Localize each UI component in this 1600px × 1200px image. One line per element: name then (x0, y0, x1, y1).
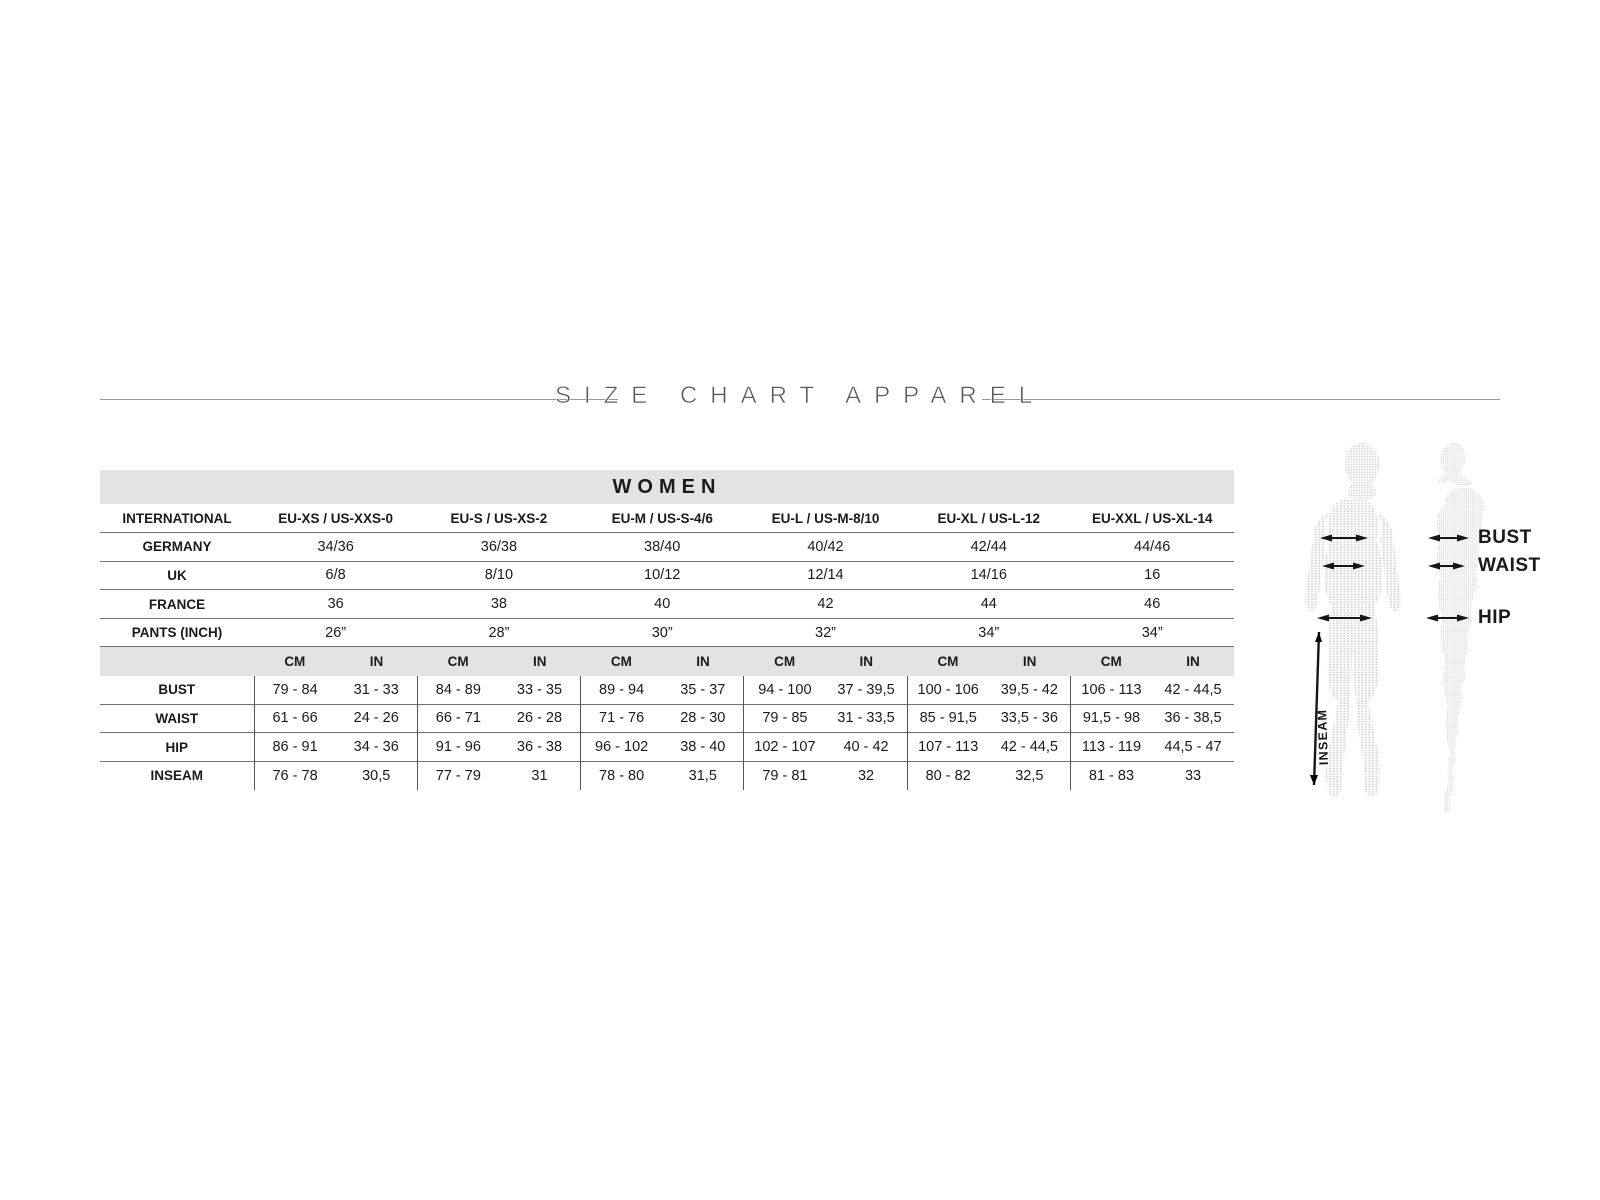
svg-text:HIP: HIP (1478, 607, 1511, 628)
svg-text:BUST: BUST (1478, 527, 1532, 548)
svg-text:INSEAM: INSEAM (1315, 709, 1331, 766)
svg-text:WAIST: WAIST (1478, 555, 1541, 576)
